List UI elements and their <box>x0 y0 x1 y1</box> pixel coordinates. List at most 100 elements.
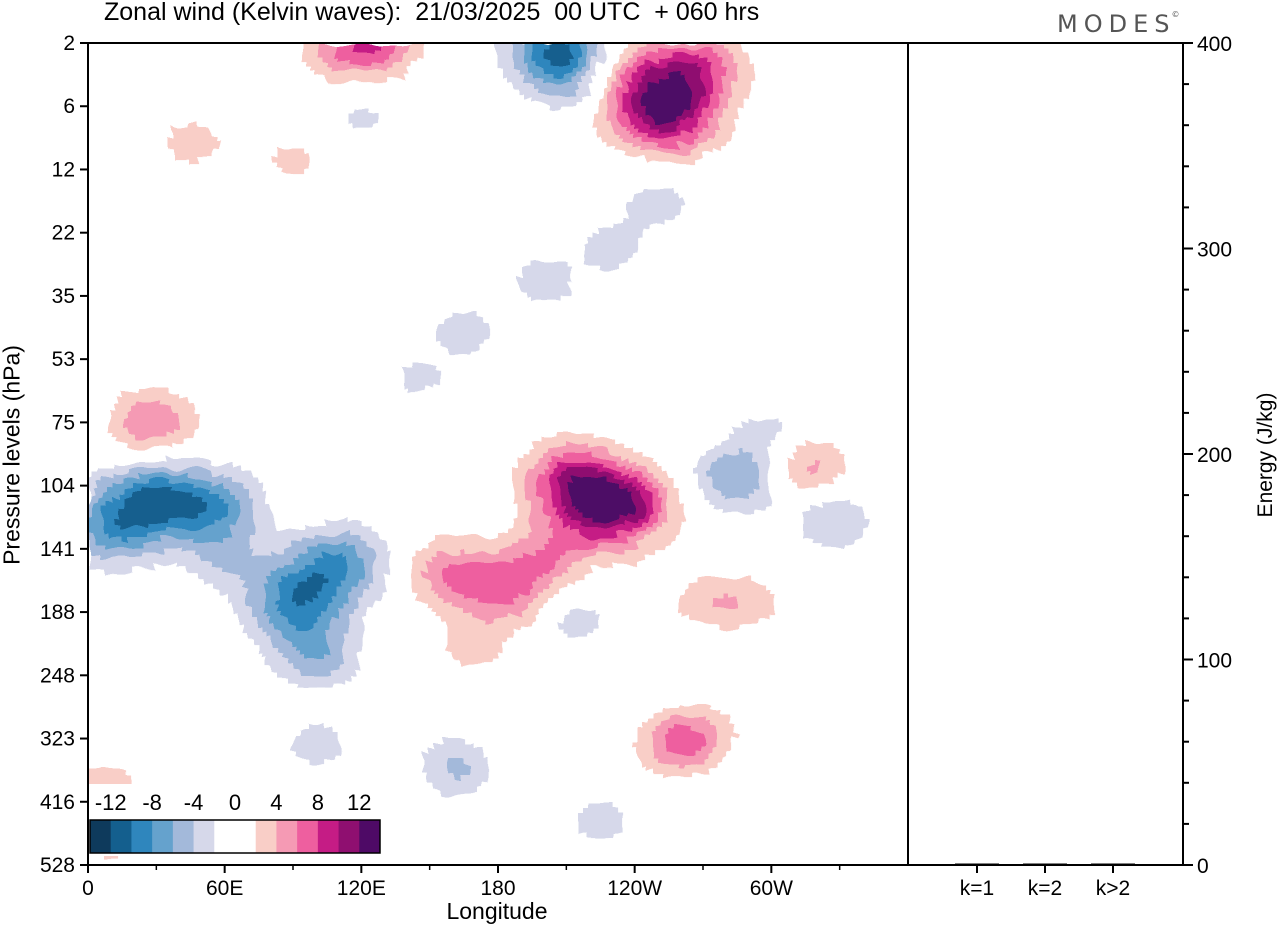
wind-cell <box>193 493 219 499</box>
wind-cell <box>628 73 634 79</box>
wind-cell <box>543 438 614 444</box>
wind-cell <box>573 48 584 54</box>
wind-cell <box>598 228 644 234</box>
wind-cell <box>668 503 684 509</box>
x-tick-label: 60E <box>206 877 243 900</box>
wind-cell <box>713 483 759 489</box>
wind-cell <box>278 593 294 599</box>
wind-cell <box>788 473 839 479</box>
wind-cell <box>733 53 749 59</box>
wind-cell <box>553 503 564 509</box>
y-tick-label: 323 <box>40 728 75 751</box>
wind-cell <box>448 768 469 774</box>
wind-cell <box>328 648 344 654</box>
wind-cell <box>353 533 379 539</box>
wind-cell <box>108 413 129 419</box>
wind-cell <box>283 563 304 569</box>
x-tick-label: 0 <box>82 877 94 900</box>
wind-cell <box>723 593 729 599</box>
wind-cell <box>633 528 649 534</box>
wind-cell <box>298 568 349 574</box>
wind-cell <box>803 463 819 469</box>
wind-cell <box>638 83 649 89</box>
wind-cell <box>698 63 714 69</box>
wind-cell <box>728 593 774 599</box>
wind-cell <box>333 68 389 74</box>
wind-cell <box>588 43 599 49</box>
wind-cell <box>653 503 664 509</box>
wind-cell <box>653 733 674 739</box>
wind-cell <box>513 493 529 499</box>
wind-cell <box>543 588 559 594</box>
colorbar-swatch <box>276 820 298 853</box>
wind-cell <box>683 108 694 114</box>
wind-cell <box>698 143 719 149</box>
wind-cell <box>583 48 589 54</box>
wind-cell <box>693 138 709 144</box>
wind-cell <box>298 668 329 674</box>
wind-cell <box>618 98 624 104</box>
wind-cell <box>703 83 714 89</box>
wind-cell <box>573 53 584 59</box>
wind-cell <box>533 548 564 554</box>
wind-cell <box>638 58 659 64</box>
wind-cell <box>658 728 679 734</box>
wind-cell <box>568 633 589 639</box>
y-tick-label: 22 <box>52 222 75 245</box>
colorbar-swatch <box>255 820 277 853</box>
wind-cell <box>568 513 584 519</box>
wind-cell <box>438 333 489 339</box>
wind-cell <box>438 328 489 334</box>
energy-tick-label: 400 <box>1197 33 1232 56</box>
wind-cell <box>293 623 314 629</box>
wind-cell <box>728 98 744 104</box>
wind-cell <box>668 508 684 514</box>
wind-cell <box>173 148 214 154</box>
wind-cell <box>373 578 384 584</box>
wind-cell <box>533 513 549 519</box>
wind-cell <box>708 118 719 124</box>
wind-cell <box>323 58 339 64</box>
wind-cell <box>603 138 624 144</box>
y-tick-label: 12 <box>52 158 75 181</box>
wind-cell <box>453 653 499 659</box>
wind-cell <box>363 558 374 564</box>
wind-cell <box>803 518 869 524</box>
wind-cell <box>723 63 739 69</box>
energy-bar <box>955 863 999 865</box>
wind-cell <box>578 58 589 64</box>
wind-cell <box>288 573 314 579</box>
wind-cell <box>563 453 594 459</box>
wind-cell <box>603 88 614 94</box>
wind-cell <box>653 498 664 504</box>
wind-cell <box>283 168 304 174</box>
wind-cell <box>423 573 444 579</box>
wind-cell <box>698 123 709 129</box>
wind-cell <box>718 438 779 444</box>
wind-cell <box>533 83 579 89</box>
wind-cell <box>668 518 679 524</box>
wind-cell <box>238 618 259 624</box>
wind-cell <box>623 63 634 69</box>
wind-cell <box>553 563 574 569</box>
wind-cell <box>583 513 629 519</box>
wind-cell <box>573 563 614 569</box>
wind-cell <box>228 503 239 509</box>
wind-cell <box>243 628 264 634</box>
wind-cell <box>813 508 864 514</box>
wind-cell <box>563 523 584 529</box>
wind-cell <box>273 618 289 624</box>
wind-cell <box>318 48 334 54</box>
wind-cell <box>208 503 229 509</box>
wind-cell <box>498 58 514 64</box>
wind-cell <box>423 758 449 764</box>
wind-cell <box>788 463 804 469</box>
wind-cell <box>318 43 334 49</box>
wind-cell <box>713 113 724 119</box>
wind-cell <box>558 478 574 484</box>
wind-cell <box>668 63 699 69</box>
wind-cell <box>543 543 599 549</box>
wind-cell <box>538 473 549 479</box>
wind-cell <box>558 513 569 519</box>
wind-cell <box>598 263 619 269</box>
